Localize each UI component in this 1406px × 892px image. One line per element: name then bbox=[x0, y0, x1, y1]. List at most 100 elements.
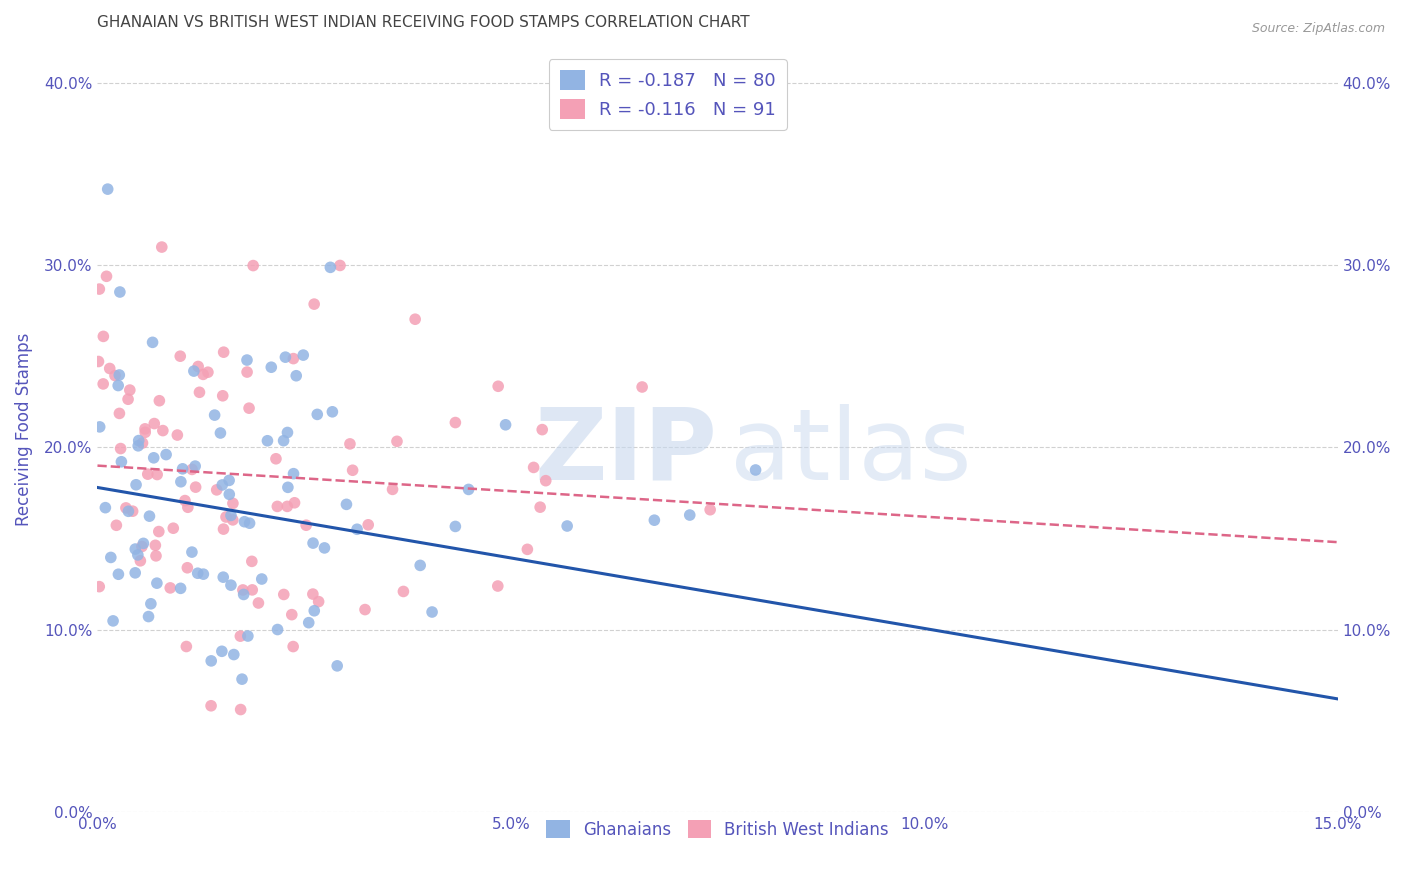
Point bbox=[495, 417, 517, 432]
Point bbox=[136, 467, 159, 482]
Point bbox=[277, 480, 299, 494]
Point bbox=[145, 549, 167, 563]
Point bbox=[250, 572, 273, 586]
Point bbox=[240, 554, 263, 568]
Point bbox=[215, 510, 238, 524]
Point bbox=[273, 587, 295, 601]
Point bbox=[231, 672, 253, 686]
Point bbox=[222, 496, 245, 510]
Point bbox=[211, 389, 233, 403]
Point bbox=[339, 437, 361, 451]
Point bbox=[131, 540, 153, 554]
Point bbox=[125, 477, 148, 491]
Point bbox=[211, 478, 233, 492]
Point bbox=[117, 392, 139, 407]
Point bbox=[409, 558, 432, 573]
Point bbox=[281, 607, 304, 622]
Point bbox=[274, 350, 297, 364]
Point bbox=[218, 474, 240, 488]
Point bbox=[138, 509, 160, 524]
Point bbox=[134, 425, 156, 440]
Point bbox=[131, 436, 153, 450]
Point bbox=[307, 408, 329, 422]
Point bbox=[326, 658, 349, 673]
Text: ZIP: ZIP bbox=[534, 403, 717, 500]
Point bbox=[89, 580, 111, 594]
Point bbox=[91, 376, 114, 391]
Point bbox=[191, 368, 214, 382]
Point bbox=[188, 385, 211, 400]
Point bbox=[127, 439, 149, 453]
Point bbox=[98, 361, 121, 376]
Point bbox=[115, 500, 138, 515]
Point bbox=[744, 463, 766, 477]
Point bbox=[177, 500, 200, 515]
Point bbox=[162, 521, 184, 535]
Point bbox=[357, 517, 380, 532]
Point bbox=[174, 493, 197, 508]
Point bbox=[148, 524, 170, 539]
Point bbox=[172, 462, 194, 476]
Point bbox=[457, 483, 479, 497]
Y-axis label: Receiving Food Stamps: Receiving Food Stamps bbox=[15, 333, 32, 526]
Point bbox=[124, 542, 146, 557]
Point bbox=[266, 623, 288, 637]
Point bbox=[87, 354, 110, 368]
Point bbox=[183, 364, 205, 378]
Point bbox=[229, 629, 252, 643]
Text: GHANAIAN VS BRITISH WEST INDIAN RECEIVING FOOD STAMPS CORRELATION CHART: GHANAIAN VS BRITISH WEST INDIAN RECEIVIN… bbox=[97, 15, 749, 30]
Point bbox=[295, 518, 318, 533]
Point bbox=[304, 604, 326, 618]
Point bbox=[200, 654, 222, 668]
Point bbox=[531, 423, 554, 437]
Point bbox=[212, 345, 235, 359]
Point bbox=[335, 497, 357, 511]
Point bbox=[631, 380, 654, 394]
Point bbox=[205, 483, 228, 497]
Point bbox=[236, 629, 259, 643]
Point bbox=[89, 282, 111, 296]
Point bbox=[93, 329, 115, 343]
Point bbox=[264, 451, 287, 466]
Point bbox=[523, 460, 546, 475]
Point bbox=[302, 297, 325, 311]
Point bbox=[239, 516, 262, 531]
Point bbox=[108, 368, 131, 382]
Point bbox=[159, 581, 181, 595]
Point bbox=[110, 442, 132, 456]
Point bbox=[222, 513, 245, 527]
Point bbox=[142, 335, 165, 350]
Point bbox=[283, 496, 305, 510]
Point bbox=[94, 500, 117, 515]
Point bbox=[276, 425, 298, 440]
Point bbox=[110, 455, 132, 469]
Point bbox=[238, 401, 260, 416]
Point bbox=[107, 567, 129, 582]
Point bbox=[319, 260, 342, 275]
Point bbox=[166, 428, 188, 442]
Point bbox=[404, 312, 426, 326]
Point bbox=[218, 487, 240, 501]
Point bbox=[152, 424, 174, 438]
Point bbox=[346, 522, 368, 536]
Point bbox=[155, 448, 177, 462]
Point bbox=[240, 582, 263, 597]
Point bbox=[342, 463, 364, 477]
Point bbox=[104, 368, 127, 383]
Point bbox=[117, 504, 139, 518]
Point bbox=[170, 475, 193, 489]
Point bbox=[292, 348, 315, 362]
Point bbox=[233, 515, 256, 529]
Point bbox=[169, 582, 191, 596]
Point bbox=[211, 644, 233, 658]
Point bbox=[138, 609, 160, 624]
Point bbox=[105, 518, 128, 533]
Point bbox=[298, 615, 321, 630]
Point bbox=[100, 550, 122, 565]
Point bbox=[283, 351, 305, 366]
Point bbox=[96, 269, 118, 284]
Point bbox=[679, 508, 702, 522]
Point bbox=[212, 570, 235, 584]
Point bbox=[176, 640, 198, 654]
Point bbox=[127, 548, 149, 562]
